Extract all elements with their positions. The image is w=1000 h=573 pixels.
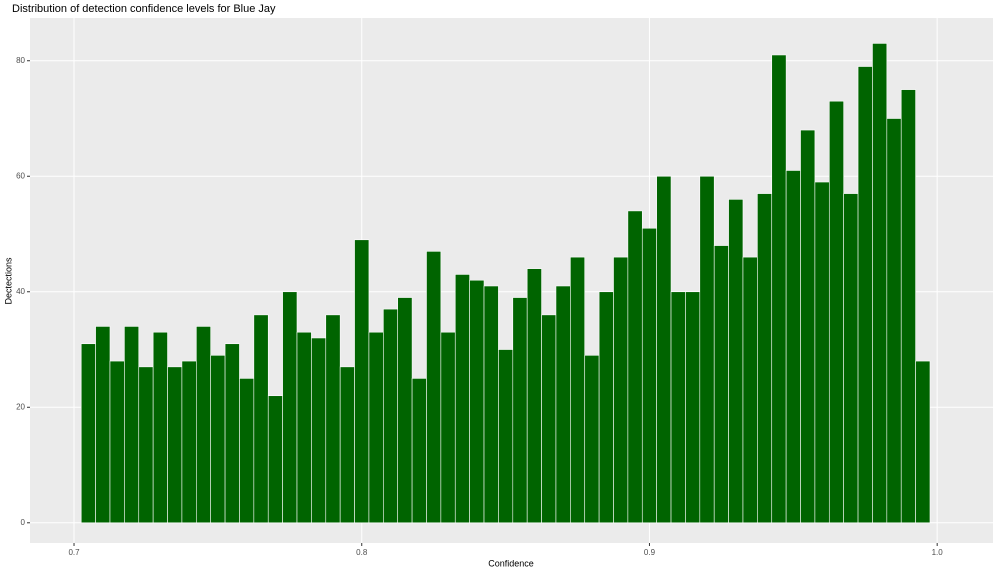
y-tick-label: 40 <box>16 287 25 296</box>
x-axis-title: Confidence <box>488 558 534 568</box>
bar <box>210 354 226 524</box>
bar <box>886 118 902 524</box>
bar <box>124 326 140 524</box>
bar <box>311 337 327 524</box>
bar <box>368 331 384 524</box>
bar <box>641 227 657 524</box>
bar <box>699 175 715 524</box>
bar <box>584 354 600 524</box>
chart-title: Distribution of detection confidence lev… <box>12 3 276 15</box>
bar <box>152 331 168 524</box>
bar <box>483 285 499 524</box>
bar <box>167 366 183 524</box>
bar <box>742 256 758 524</box>
bar <box>296 331 312 524</box>
bar <box>411 378 427 524</box>
bar <box>196 326 211 524</box>
bar <box>555 285 571 524</box>
bar <box>828 100 844 524</box>
y-axis-title: Dectections <box>3 257 13 305</box>
bar <box>440 331 456 524</box>
bar <box>80 343 96 524</box>
bar <box>857 66 873 524</box>
bar <box>757 193 773 524</box>
bar <box>383 308 399 524</box>
bar <box>469 279 485 524</box>
bar <box>498 349 514 524</box>
y-tick-label: 0 <box>21 518 26 527</box>
bar <box>253 314 269 524</box>
bar <box>339 366 355 524</box>
x-tick-label: 0.9 <box>644 548 656 557</box>
bar <box>915 360 931 524</box>
bar <box>541 314 557 524</box>
y-tick-label: 20 <box>16 402 25 411</box>
bar <box>728 199 744 524</box>
bar <box>267 395 283 524</box>
bar <box>771 54 787 524</box>
x-tick-label: 1.0 <box>932 548 944 557</box>
bar <box>454 274 470 524</box>
bar <box>685 291 701 524</box>
bar <box>785 170 801 524</box>
bar <box>426 251 442 524</box>
bar <box>181 360 197 524</box>
y-tick-label: 60 <box>16 171 25 180</box>
bar <box>900 89 916 524</box>
bar <box>598 291 614 524</box>
bar <box>512 297 528 524</box>
bar <box>656 175 672 524</box>
bar <box>670 291 686 524</box>
bar <box>138 366 154 524</box>
bar <box>282 291 298 524</box>
y-tick-label: 80 <box>16 56 25 65</box>
bar <box>570 256 586 524</box>
x-tick-label: 0.7 <box>68 548 80 557</box>
bar <box>800 129 816 524</box>
bar <box>397 297 413 524</box>
bar <box>713 245 729 524</box>
bar <box>109 360 125 524</box>
bar <box>325 314 341 524</box>
bar <box>95 326 111 524</box>
bar <box>872 43 888 524</box>
bar <box>239 378 255 524</box>
x-tick-label: 0.8 <box>356 548 368 557</box>
bar <box>613 256 629 524</box>
bar <box>843 193 859 524</box>
bar <box>814 181 830 524</box>
bar <box>526 268 542 524</box>
bar <box>354 239 370 524</box>
bar <box>224 343 240 524</box>
bar <box>627 210 643 524</box>
